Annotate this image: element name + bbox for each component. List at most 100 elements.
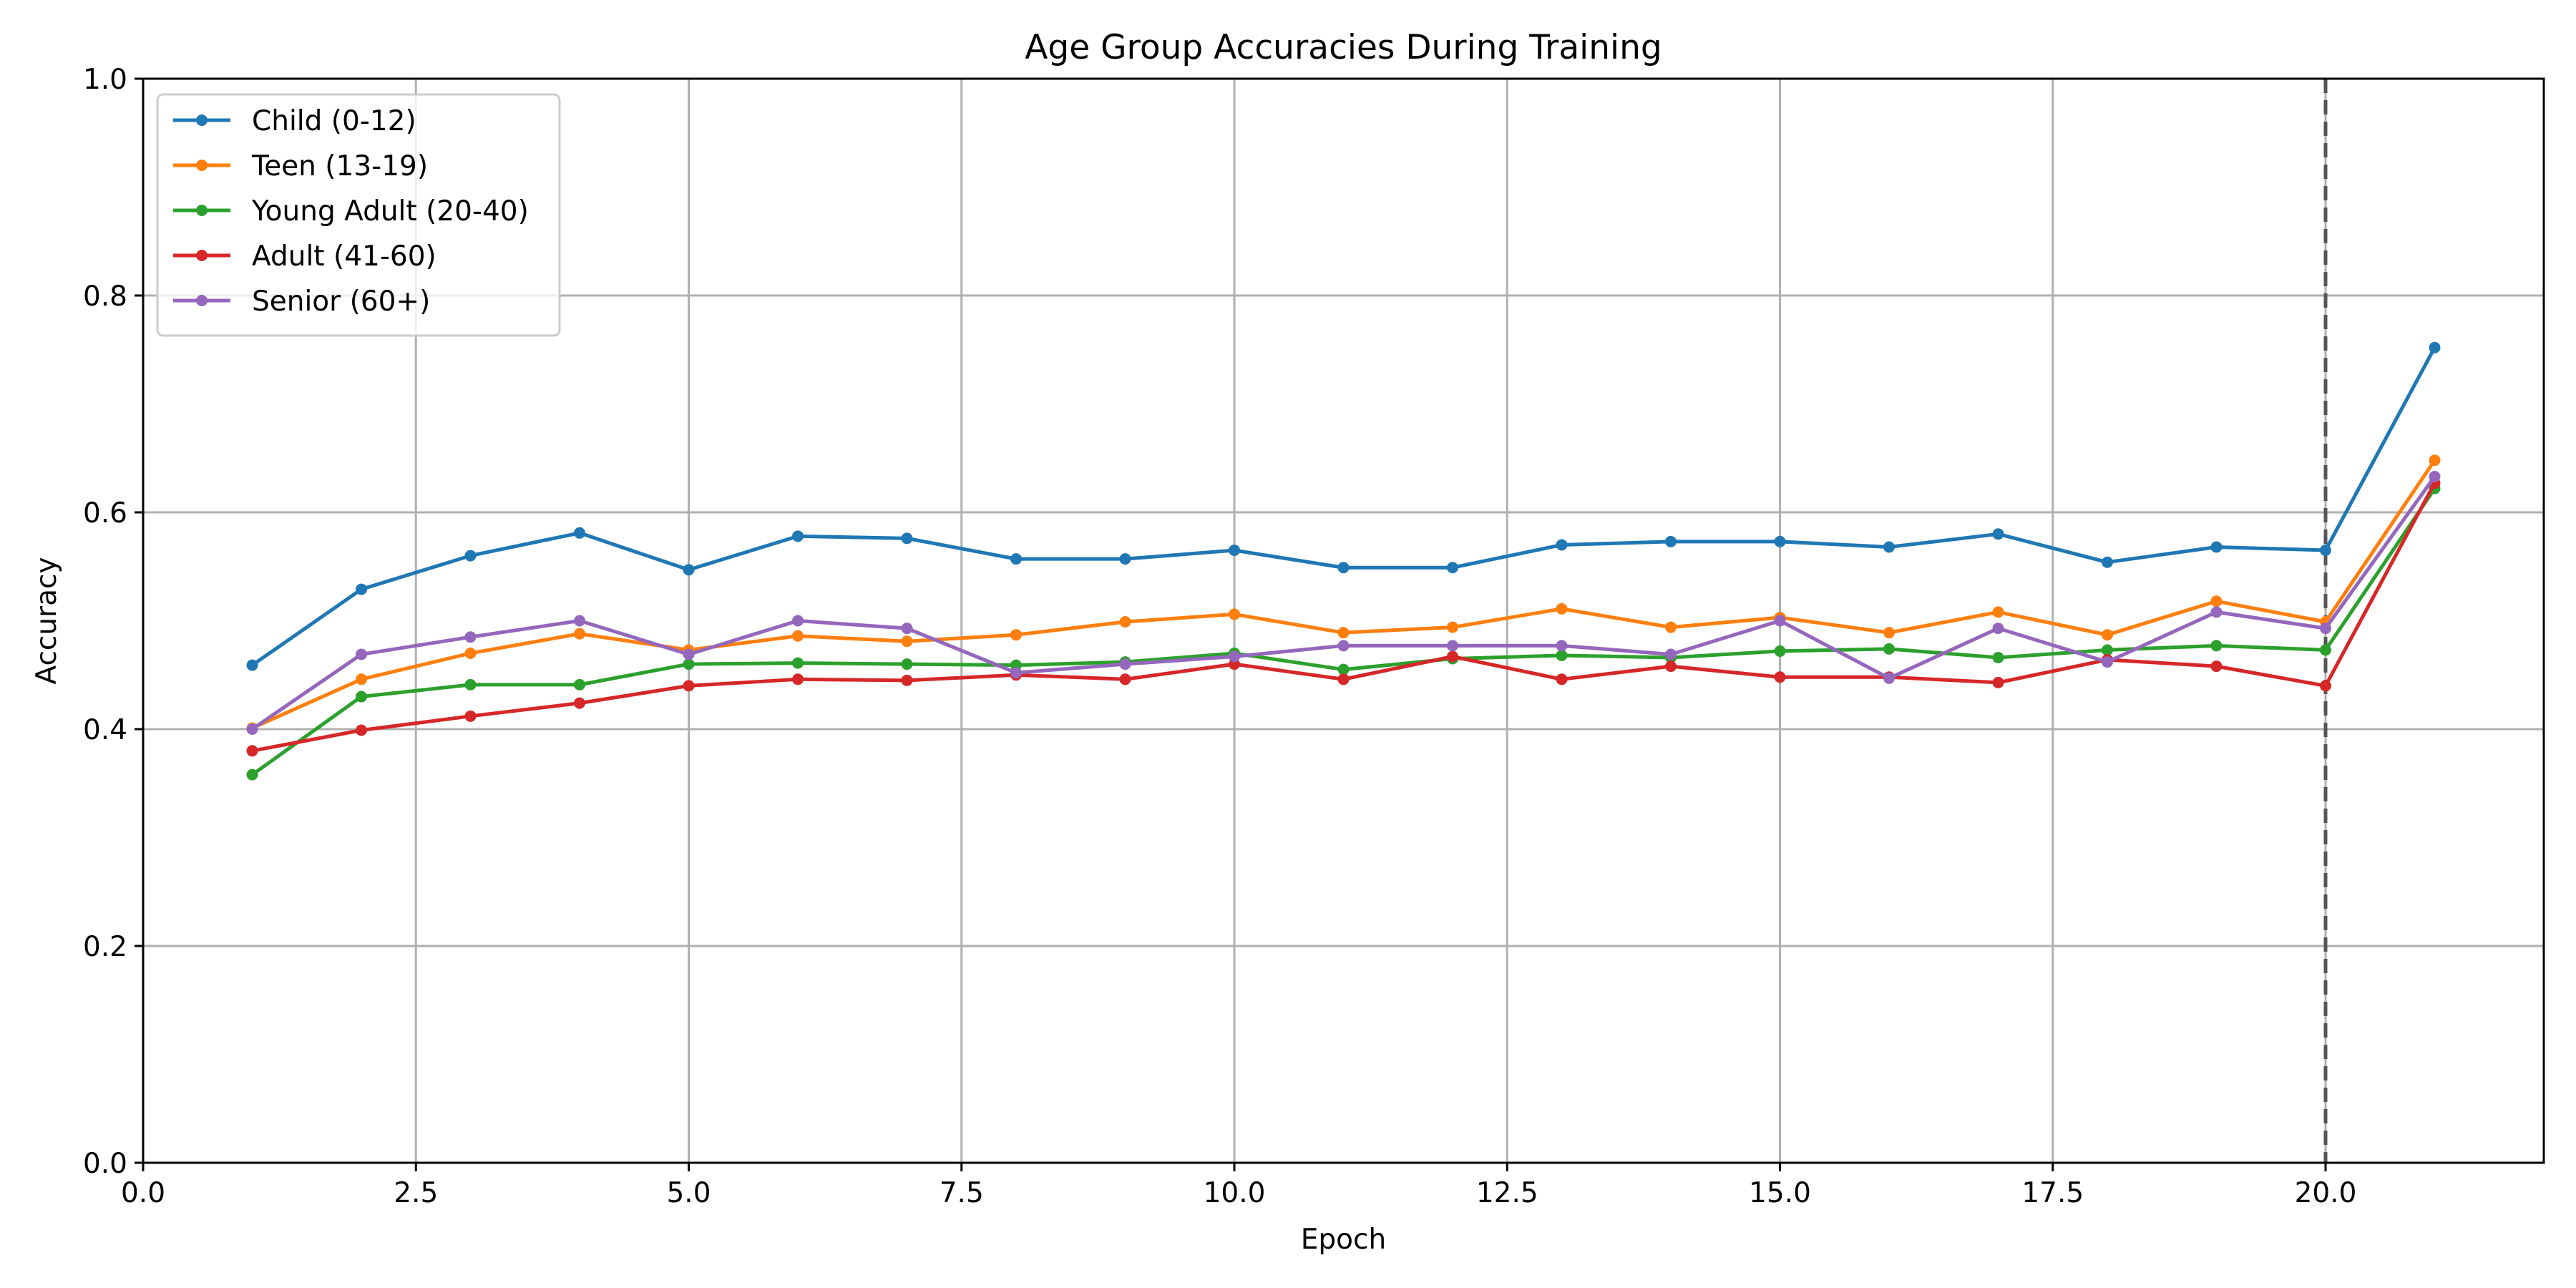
series-group bbox=[246, 341, 2441, 781]
data-point bbox=[246, 769, 258, 781]
chart-title: Age Group Accuracies During Training bbox=[1025, 28, 1662, 67]
data-point bbox=[1010, 629, 1022, 641]
data-point bbox=[1665, 648, 1677, 660]
x-tick-label: 7.5 bbox=[940, 1177, 984, 1209]
plot-area-frame bbox=[142, 77, 2545, 1164]
data-point bbox=[1337, 673, 1350, 686]
data-point bbox=[464, 647, 477, 659]
data-point bbox=[1447, 640, 1458, 652]
series-2 bbox=[246, 454, 2441, 734]
data-point bbox=[2210, 595, 2223, 608]
data-point bbox=[1992, 606, 2004, 618]
data-point bbox=[1337, 562, 1350, 574]
data-point bbox=[574, 615, 585, 627]
data-point bbox=[1556, 539, 1568, 551]
y-tick-label: 0.6 bbox=[83, 497, 127, 530]
data-point bbox=[356, 648, 367, 660]
legend-marker bbox=[196, 160, 208, 171]
data-point bbox=[1447, 650, 1458, 663]
data-point bbox=[2320, 545, 2331, 557]
data-point bbox=[683, 658, 695, 670]
data-point bbox=[1665, 621, 1677, 633]
data-point bbox=[792, 630, 804, 642]
data-point bbox=[1119, 658, 1131, 670]
data-point bbox=[683, 564, 695, 576]
data-point bbox=[1992, 623, 2004, 635]
data-point bbox=[464, 550, 477, 562]
data-point bbox=[1447, 562, 1458, 574]
data-point bbox=[1229, 608, 1240, 620]
data-point bbox=[1119, 553, 1131, 565]
data-point bbox=[246, 745, 258, 757]
data-point bbox=[1229, 650, 1240, 663]
legend-entry: Child (0-12) bbox=[173, 105, 416, 137]
data-point bbox=[1883, 672, 1895, 684]
legend-marker bbox=[196, 114, 208, 126]
data-point bbox=[1010, 553, 1022, 565]
data-point bbox=[1010, 667, 1022, 679]
legend-marker bbox=[196, 250, 208, 261]
data-point bbox=[1556, 640, 1568, 652]
data-point bbox=[901, 532, 913, 545]
y-tick-label: 0.4 bbox=[83, 714, 127, 746]
data-point bbox=[1337, 663, 1350, 675]
legend-label: Senior (60+) bbox=[252, 286, 430, 318]
data-point bbox=[1774, 535, 1786, 547]
data-point bbox=[1337, 627, 1350, 639]
y-axis-label: Accuracy bbox=[31, 557, 63, 684]
data-point bbox=[792, 615, 804, 627]
data-point bbox=[792, 657, 804, 669]
data-point bbox=[901, 623, 913, 635]
data-point bbox=[901, 658, 913, 670]
tick-group: 0.0 2.5 5.0 7.5 10.0 12.5 15.0 17.5 20.0 0.0 0.2 0.… bbox=[83, 64, 2356, 1209]
x-tick-label: 5.0 bbox=[666, 1177, 711, 1209]
data-point bbox=[2320, 644, 2331, 656]
legend-entry: Adult (41-60) bbox=[173, 240, 436, 273]
data-point bbox=[1337, 640, 1350, 652]
data-point bbox=[2210, 640, 2223, 652]
legend-entry: Teen (13-19) bbox=[173, 150, 428, 182]
data-point bbox=[1774, 645, 1786, 657]
data-point bbox=[2102, 629, 2113, 641]
data-point bbox=[1447, 621, 1458, 633]
series-5 bbox=[246, 471, 2441, 735]
data-point bbox=[1665, 660, 1677, 673]
data-point bbox=[2102, 556, 2113, 568]
legend-entry: Young Adult (20-40) bbox=[173, 195, 529, 228]
data-point bbox=[1774, 671, 1786, 683]
data-point bbox=[683, 680, 695, 692]
data-point bbox=[2210, 606, 2223, 618]
data-point bbox=[2429, 341, 2441, 353]
y-tick-label: 0.0 bbox=[83, 1148, 127, 1180]
series-1 bbox=[246, 341, 2441, 671]
legend-entry: Senior (60+) bbox=[173, 286, 430, 318]
data-point bbox=[2429, 471, 2441, 483]
legend-label: Child (0-12) bbox=[252, 105, 416, 137]
x-tick-label: 17.5 bbox=[2021, 1177, 2084, 1209]
data-point bbox=[464, 710, 477, 722]
data-point bbox=[246, 659, 258, 671]
data-point bbox=[356, 583, 367, 595]
data-point bbox=[792, 530, 804, 542]
data-point bbox=[574, 678, 585, 691]
data-point bbox=[2320, 680, 2331, 692]
data-point bbox=[2102, 644, 2113, 656]
data-point bbox=[1119, 616, 1131, 628]
data-point bbox=[2429, 454, 2441, 467]
data-point bbox=[356, 691, 367, 703]
data-point bbox=[683, 648, 695, 660]
data-point bbox=[1992, 528, 2004, 540]
legend-box bbox=[156, 93, 561, 337]
x-axis-label: Epoch bbox=[1301, 1224, 1386, 1256]
data-point bbox=[901, 635, 913, 648]
x-tick-label: 10.0 bbox=[1204, 1177, 1266, 1209]
data-point bbox=[2210, 541, 2223, 553]
data-point bbox=[246, 723, 258, 735]
data-point bbox=[2210, 660, 2223, 673]
data-point bbox=[1229, 545, 1240, 557]
y-tick-label: 0.8 bbox=[83, 280, 127, 313]
legend-label: Teen (13-19) bbox=[251, 150, 428, 182]
y-tick-label: 0.2 bbox=[83, 931, 127, 963]
data-point bbox=[1992, 676, 2004, 688]
legend: Child (0-12) Teen (13-19) Young Adult (20-… bbox=[156, 93, 561, 337]
